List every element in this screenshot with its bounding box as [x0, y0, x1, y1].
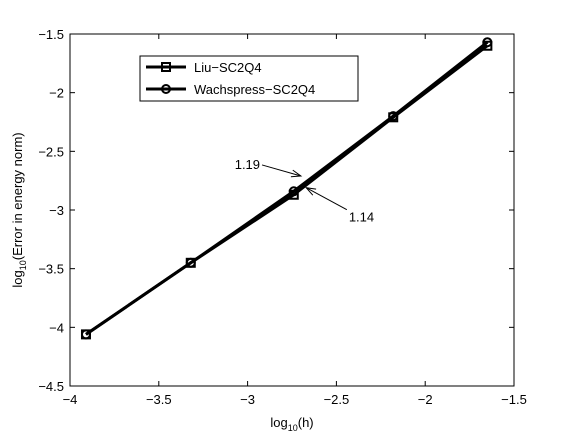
annotation-label: 1.19: [235, 157, 260, 172]
annotation-label: 1.14: [349, 210, 374, 225]
y-tick-label: −4.5: [38, 379, 64, 394]
data-point-wachspress: [185, 257, 196, 268]
annotation-arrowhead: [290, 169, 303, 178]
data-point-wachspress: [482, 37, 493, 48]
y-tick-label: −4: [49, 320, 64, 335]
legend-marker-circle: [161, 84, 171, 94]
series-layer: [80, 37, 493, 340]
annotation-arrow: [261, 164, 302, 177]
legend-box: [139, 55, 359, 102]
data-point-wachspress: [80, 329, 91, 340]
y-axis-title: log10(Error in energy norm): [10, 132, 28, 287]
y-tick-label: −2.5: [38, 144, 64, 159]
y-tick-label: −3.5: [38, 262, 64, 277]
x-tick-label: −2.5: [324, 392, 350, 407]
data-point-wachspress: [288, 186, 299, 197]
x-tick-label: −3.5: [146, 392, 172, 407]
legend-label-liu: Liu−SC2Q4: [194, 60, 262, 75]
y-tick-label: −3: [49, 203, 64, 218]
legend-marker-square: [161, 62, 171, 72]
x-tick-label: −3: [240, 392, 255, 407]
annotations: 1.19 1.14: [235, 157, 374, 225]
legend-label-wachspress: Wachspress−SC2Q4: [194, 82, 315, 97]
x-axis: −4 −3.5 −3 −2.5 −2 −1.5: [63, 34, 527, 407]
x-tick-label: −1.5: [501, 392, 527, 407]
y-axis: −4.5 −4 −3.5 −3 −2.5 −2 −1.5: [38, 27, 514, 394]
y-tick-label: −2: [49, 86, 64, 101]
annotation-arrow: [305, 187, 348, 211]
x-tick-label: −4: [63, 392, 78, 407]
y-tick-label: −1.5: [38, 27, 64, 42]
legend: Liu−SC2Q4 Wachspress−SC2Q4: [139, 55, 359, 102]
x-axis-title: log10(h): [270, 415, 313, 433]
x-tick-label: −2: [418, 392, 433, 407]
data-point-wachspress: [388, 111, 399, 122]
series-line-wachspress: [85, 41, 489, 336]
annotation-arrowhead: [304, 187, 317, 196]
